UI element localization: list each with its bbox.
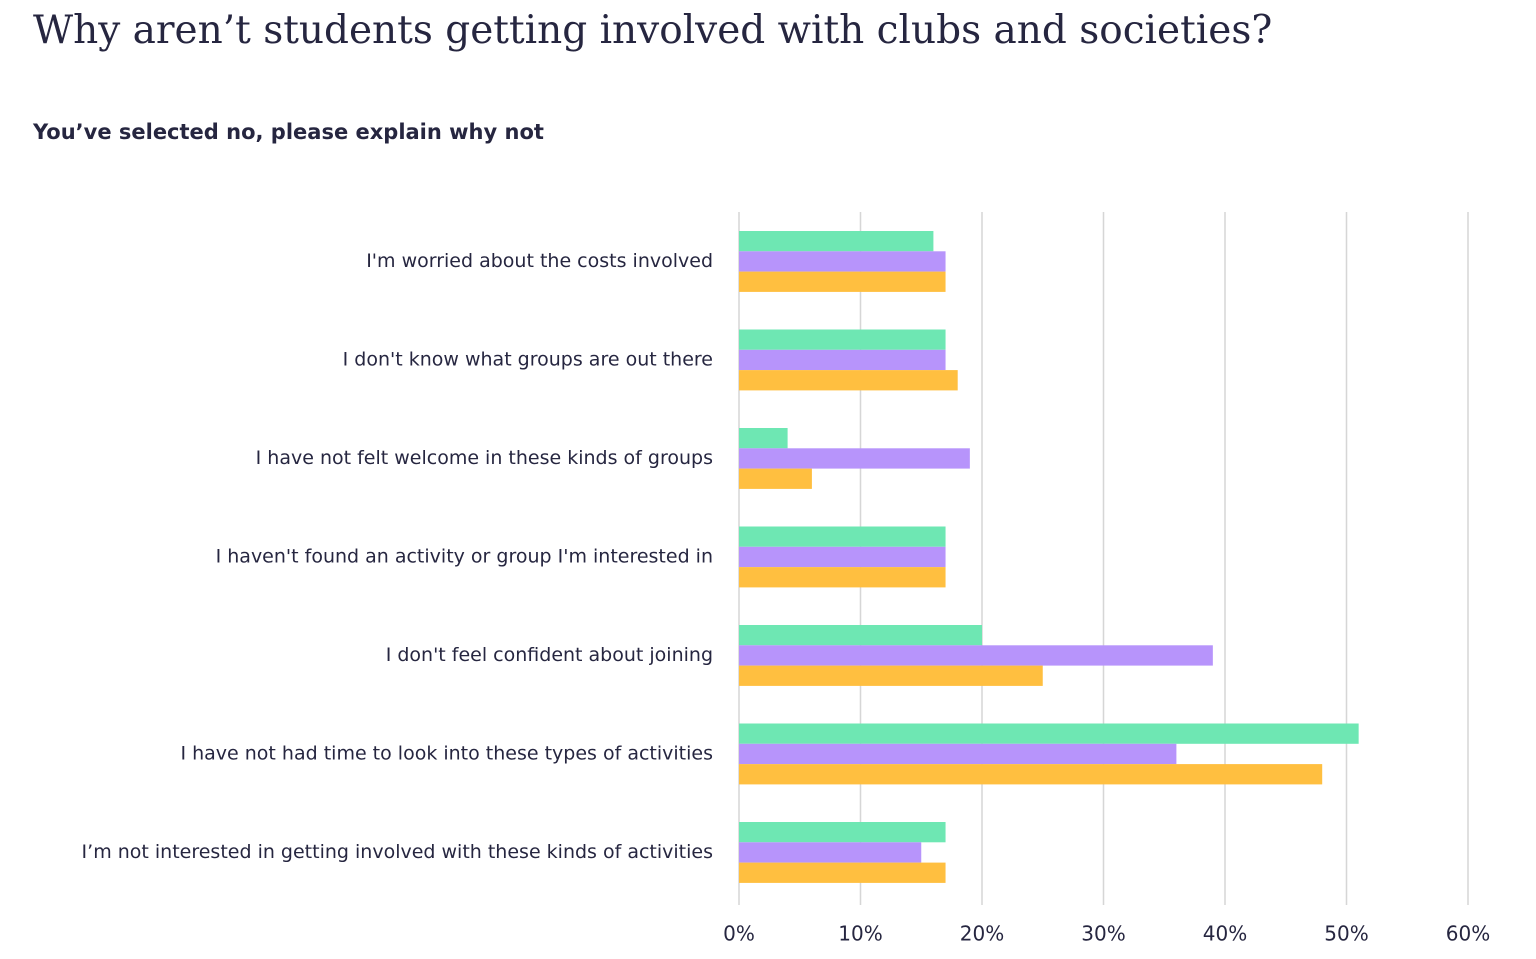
bar <box>739 665 1043 686</box>
category-label: I haven't found an activity or group I'm… <box>216 545 713 567</box>
x-tick-label: 0% <box>723 922 755 946</box>
chart-title: Why aren’t students getting involved wit… <box>33 8 1273 53</box>
bar <box>739 231 934 252</box>
x-tick-label: 50% <box>1324 922 1368 946</box>
category-label: I have not had time to look into these t… <box>180 742 713 764</box>
bar <box>739 822 946 843</box>
bar <box>739 349 946 371</box>
gridlines <box>738 212 1469 905</box>
bar <box>739 370 958 391</box>
bar <box>739 862 946 883</box>
bar <box>739 743 1177 765</box>
bar <box>739 329 946 350</box>
category-label: I have not felt welcome in these kinds o… <box>256 447 713 469</box>
bar <box>739 448 970 469</box>
bar <box>739 764 1323 785</box>
category-labels: I'm worried about the costs involved I do… <box>82 250 713 863</box>
bar <box>739 567 946 588</box>
category-label: I don't feel confident about joining <box>386 644 713 666</box>
x-tick-label: 20% <box>960 922 1004 946</box>
x-tick-label: 60% <box>1446 922 1490 946</box>
bar <box>739 842 922 863</box>
bar <box>739 251 946 272</box>
chart-subtitle: You’ve selected no, please explain why n… <box>33 120 544 144</box>
bar <box>739 546 946 568</box>
bar <box>739 645 1213 666</box>
bar <box>739 271 946 292</box>
x-axis-tick-labels: 0% 10% 20% 30% 40% 50% 60% <box>723 922 1490 946</box>
x-tick-label: 10% <box>838 922 882 946</box>
x-tick-label: 30% <box>1081 922 1125 946</box>
bar <box>739 468 812 489</box>
category-label: I'm worried about the costs involved <box>366 250 713 272</box>
bar <box>739 428 788 449</box>
category-label: I’m not interested in getting involved w… <box>82 841 713 863</box>
bar <box>739 625 982 646</box>
bar <box>739 723 1359 744</box>
bar <box>739 526 946 547</box>
x-tick-label: 40% <box>1203 922 1247 946</box>
bars <box>739 231 1359 883</box>
category-label: I don't know what groups are out there <box>343 348 713 370</box>
